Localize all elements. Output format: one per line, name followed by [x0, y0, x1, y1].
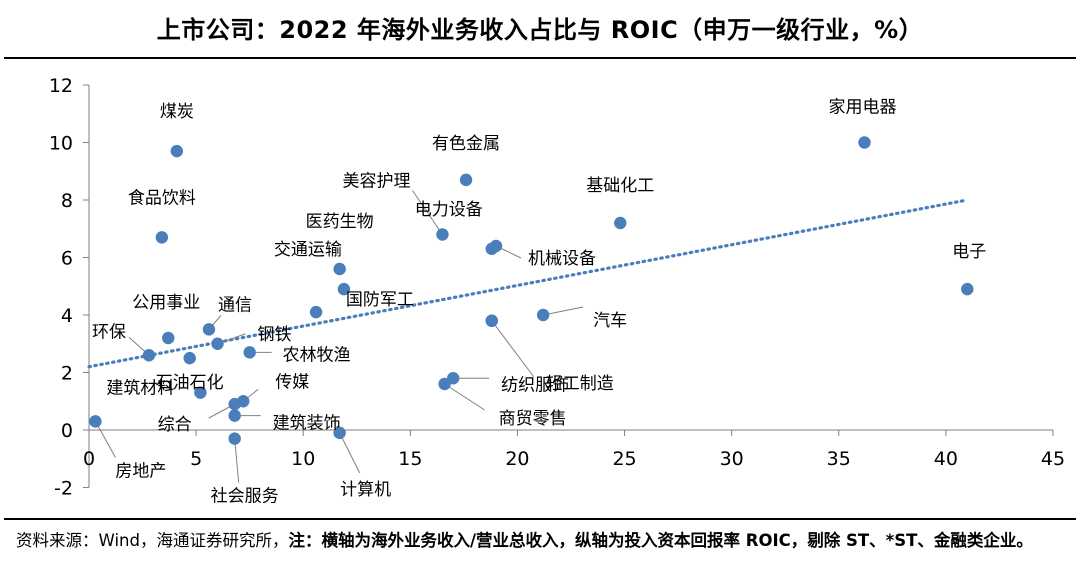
data-point: [438, 377, 451, 391]
leader-line: [412, 190, 443, 235]
point-label: 环保: [92, 322, 126, 342]
data-point: [142, 349, 156, 362]
leader-line: [339, 432, 361, 474]
chart-title: 上市公司：2022 年海外业务收入占比与 ROIC（申万一级行业，%）: [156, 16, 924, 44]
point-label: 电子: [952, 242, 986, 262]
y-tick-label: 10: [49, 133, 73, 155]
leader-line: [491, 320, 535, 378]
data-point: [228, 432, 241, 445]
point-label: 商贸零售: [499, 409, 567, 429]
data-point: [194, 386, 207, 399]
point-label: 家用电器: [828, 98, 896, 118]
point-label: 建筑材料: [106, 379, 174, 399]
data-point: [243, 346, 256, 359]
trendline-group: [87, 198, 969, 369]
chart-area: -2 0 2 4 6 8 10 12 0 5 10 15 20 25 30 35 40 45 家用电器 煤炭有色金属…: [0, 60, 1080, 516]
point-label: 社会服务: [211, 487, 279, 507]
data-point: [961, 282, 974, 296]
points-group: [89, 136, 974, 445]
axes-group: -2 0 2 4 6 8 10 12 0 5 10 15 20 25 30 35 40 45: [49, 75, 1065, 500]
x-tick-label: 0: [83, 448, 95, 470]
leader-line: [543, 306, 584, 316]
data-point: [309, 305, 323, 319]
data-point: [459, 173, 473, 187]
point-label: 轻工制造: [546, 374, 614, 394]
point-label: 纺织服饰: [501, 375, 569, 395]
data-point: [170, 144, 184, 158]
footer-source: 资料来源：Wind，海通证券研究所，: [16, 531, 289, 550]
point-label: 电力设备: [415, 200, 483, 220]
data-point: [489, 239, 503, 253]
data-point: [436, 228, 449, 241]
point-label: 计算机: [340, 480, 391, 500]
footer-remark: 注：横轴为海外业务收入/营业总收入，纵轴为投入资本回报率 ROIC，剔除 ST、…: [288, 531, 1033, 550]
leader-line: [94, 421, 116, 458]
x-tick-label: 30: [720, 448, 744, 470]
point-label: 国防军工: [346, 290, 414, 310]
point-label: 石油石化: [156, 373, 224, 393]
footer-note: 资料来源：Wind，海通证券研究所，注：横轴为海外业务收入/营业总收入，纵轴为投…: [16, 528, 1068, 554]
point-label: 传媒: [275, 372, 309, 392]
x-tick-label: 35: [827, 448, 851, 470]
y-tick-label: 12: [49, 75, 73, 97]
data-point: [536, 308, 550, 322]
point-label: 公用事业: [132, 293, 200, 313]
y-tick-label: 6: [61, 248, 73, 270]
point-label: 汽车: [593, 311, 627, 331]
point-label: 医药生物: [306, 212, 374, 232]
x-tick-label: 20: [505, 448, 529, 470]
data-point: [202, 323, 216, 336]
y-tick-label: 2: [61, 363, 73, 385]
leader-line: [234, 438, 240, 483]
data-point: [183, 351, 196, 365]
data-point: [858, 136, 871, 149]
y-tick-label: 0: [61, 420, 73, 442]
point-label: 房地产: [115, 461, 166, 481]
point-label: 煤炭: [160, 102, 194, 122]
footer-divider: [4, 518, 1076, 520]
data-point: [162, 331, 175, 345]
title-divider: [4, 57, 1076, 59]
point-label: 交通运输: [274, 240, 342, 260]
point-label: 机械设备: [528, 249, 596, 269]
y-tick-label: -2: [54, 478, 73, 500]
y-tick-label: 8: [61, 190, 73, 212]
point-label: 建筑装饰: [273, 414, 341, 434]
point-label: 通信: [218, 295, 252, 315]
data-point: [333, 426, 346, 440]
data-point: [155, 231, 169, 244]
data-point: [333, 262, 346, 276]
data-point: [614, 216, 627, 230]
point-label: 基础化工: [586, 176, 654, 196]
chart-title-bar: 上市公司：2022 年海外业务收入占比与 ROIC（申万一级行业，%）: [0, 0, 1080, 58]
x-tick-label: 15: [398, 448, 422, 470]
leader-line: [444, 383, 485, 411]
scatter-chart: -2 0 2 4 6 8 10 12 0 5 10 15 20 25 30 35 40 45 家用电器 煤炭有色金属…: [49, 75, 1065, 507]
point-label: 食品饮料: [128, 188, 196, 208]
data-point: [211, 337, 224, 350]
point-label: 钢铁: [258, 325, 292, 345]
data-point: [228, 409, 241, 422]
point-label: 农林牧渔: [283, 345, 351, 365]
x-tick-label: 25: [612, 448, 636, 470]
data-point: [337, 282, 351, 296]
point-label: 有色金属: [432, 134, 500, 154]
x-tick-label: 5: [190, 448, 202, 470]
point-label: 美容护理: [342, 172, 410, 192]
data-point: [485, 314, 498, 327]
y-tick-label: 4: [61, 305, 73, 327]
x-tick-label: 40: [934, 448, 958, 470]
x-tick-label: 45: [1041, 448, 1065, 470]
x-tick-label: 10: [291, 448, 315, 470]
trendline: [87, 198, 969, 369]
data-point: [89, 415, 102, 428]
data-point: [228, 397, 241, 411]
point-label: 综合: [158, 415, 192, 435]
